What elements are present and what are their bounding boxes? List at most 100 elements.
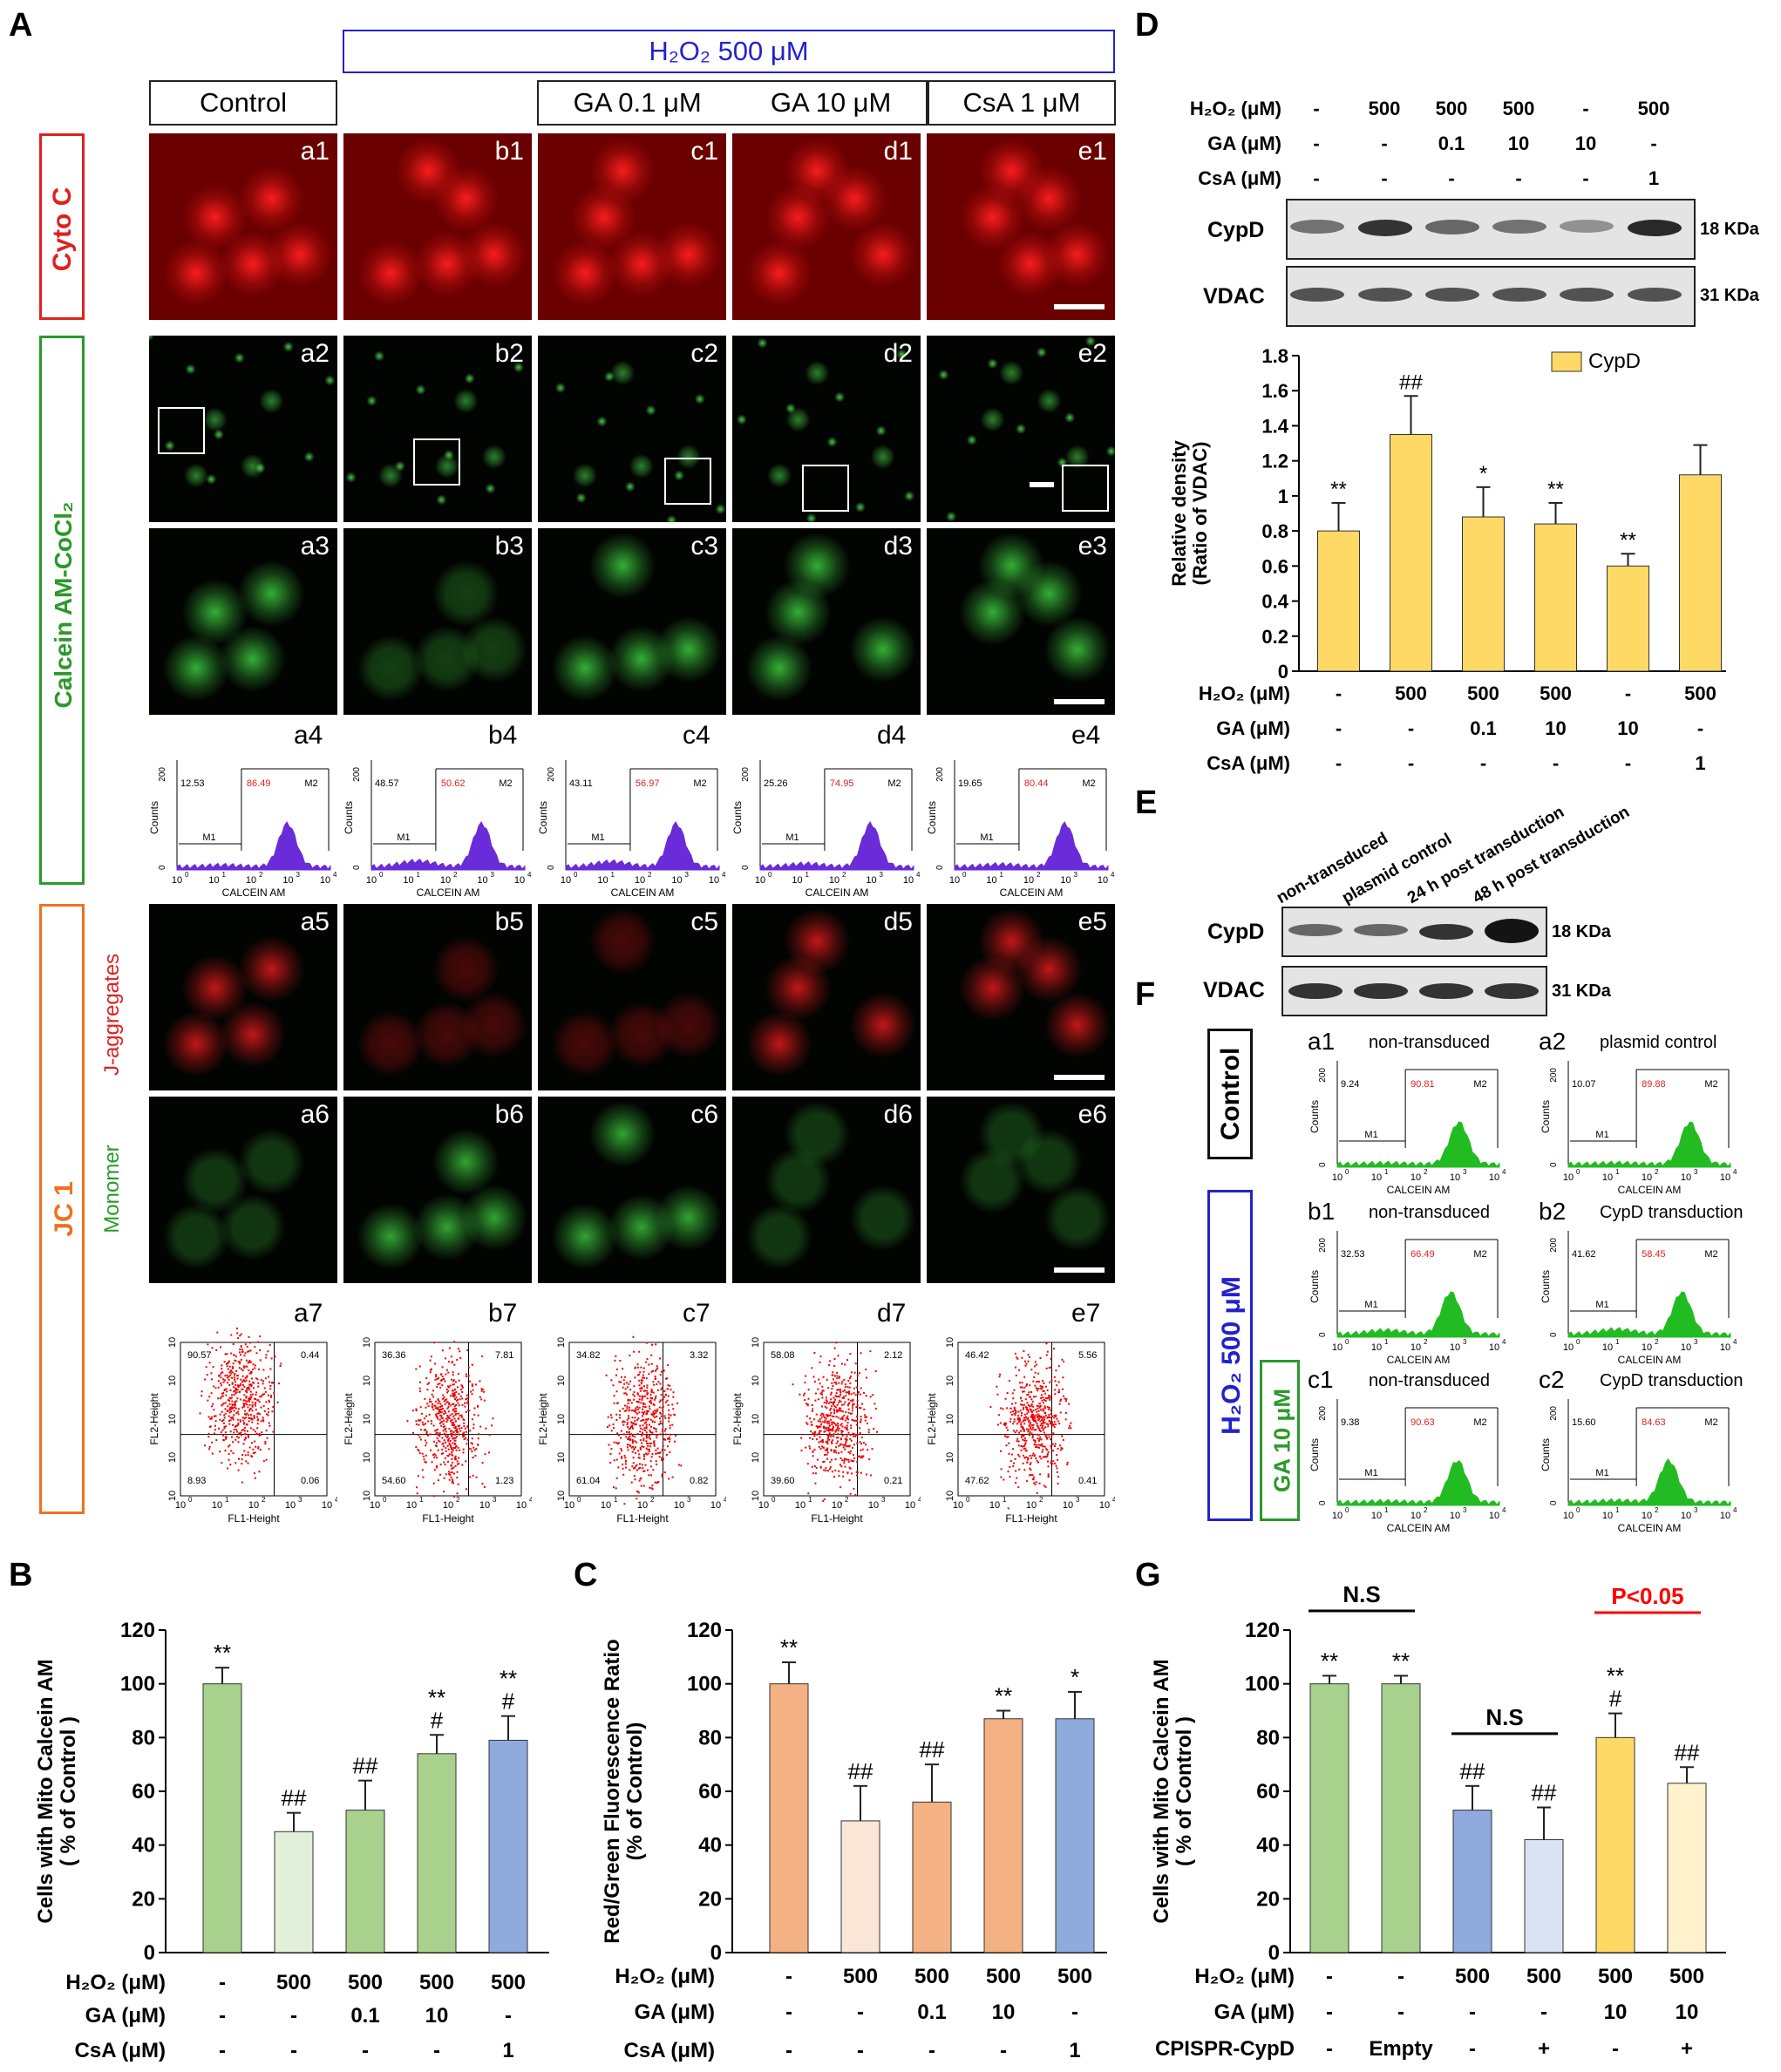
hist-xtick-exp: 4 <box>722 871 726 879</box>
hist-xlabel: CALCEIN AM <box>1618 1354 1682 1366</box>
micrograph-e3: e3 <box>927 528 1115 715</box>
micrograph-e5: e5 <box>927 904 1115 1090</box>
blot-condition-value: 500 <box>1502 98 1535 119</box>
hist-xlabel: CALCEIN AM <box>222 887 286 899</box>
f-tag-b1: b1 <box>1308 1198 1336 1225</box>
hist-xtick: 10 <box>709 875 719 886</box>
scatter-frame <box>568 1342 717 1497</box>
micrograph-tag-c2: c2 <box>690 339 718 368</box>
hist-xtick: 10 <box>1060 875 1071 886</box>
condition-value: - <box>785 1965 792 1988</box>
gate-m1-label: M1 <box>202 832 215 843</box>
hist-m1-value: 32.53 <box>1341 1249 1365 1260</box>
hist-ybot: 0 <box>935 865 945 870</box>
y-tick-label: 120 <box>687 1619 722 1642</box>
condition-value: - <box>1326 2037 1333 2061</box>
panel-label-g: G <box>1135 1557 1161 1593</box>
scatter-xtick: 10 <box>370 1500 380 1511</box>
header-ga-01: GA 0.1 μM <box>573 87 702 118</box>
condition-value: - <box>1625 683 1631 704</box>
gate-m2-label: M2 <box>1473 1417 1486 1428</box>
hist-ybot: 0 <box>1549 1332 1559 1337</box>
blot-condition-value: - <box>1313 98 1320 119</box>
scale-bar <box>1054 1267 1105 1273</box>
f-label-h2o2: H₂O₂ 500 μM <box>1217 1276 1246 1435</box>
y-tick-label: 80 <box>132 1726 155 1749</box>
condition-value: + <box>1681 2037 1693 2061</box>
condition-value: - <box>1336 752 1342 774</box>
scatter-ytick: 10 <box>556 1452 567 1463</box>
condition-value: 500 <box>914 1965 949 1988</box>
hist-xtick-exp: 4 <box>916 871 921 879</box>
condition-value: - <box>1071 2001 1078 2024</box>
scatter-xtick: 10 <box>175 1500 186 1511</box>
gate-m1-label: M1 <box>1595 1300 1608 1310</box>
micrograph-b5: b5 <box>343 904 532 1090</box>
hist-xtick: 10 <box>1023 875 1034 886</box>
hist-m2-value: 86.49 <box>247 778 271 789</box>
panel-label-b: B <box>9 1557 33 1593</box>
micrograph-c1: c1 <box>538 133 726 320</box>
hist-distribution <box>1336 1121 1500 1168</box>
quadrant-ul-value: 46.42 <box>965 1350 989 1361</box>
significance-mark: ** <box>1330 478 1347 501</box>
blot-d-vdac-label: VDAC <box>1203 284 1265 309</box>
micrograph-e2: e2 <box>927 336 1115 522</box>
gate-m2-label: M2 <box>887 778 901 789</box>
micrograph-tag-d3: d3 <box>883 532 913 560</box>
significance-mark: ## <box>1532 1780 1557 1806</box>
y-axis-label-line2: ( % of Control ) <box>57 1716 80 1866</box>
condition-value: - <box>1469 2037 1476 2061</box>
hist-ylabel: Counts <box>731 801 744 834</box>
y-tick-label: 0.6 <box>1261 555 1288 577</box>
scatter-xtick-exp: 4 <box>724 1496 726 1504</box>
hist-xtick: 10 <box>1720 1511 1730 1521</box>
hist-xtick: 10 <box>1411 1342 1421 1353</box>
condition-value: 10 <box>1676 2001 1699 2024</box>
micrograph-tag-d6: d6 <box>883 1100 913 1129</box>
quadrant-ul-value: 36.36 <box>382 1350 406 1361</box>
quadrant-ur-value: 0.44 <box>301 1350 319 1361</box>
selection-box <box>802 465 849 512</box>
micrograph-b3: b3 <box>343 528 532 715</box>
hist-xtick: 10 <box>1563 1172 1574 1183</box>
panel-label-c: C <box>574 1557 598 1593</box>
micrograph-d3: d3 <box>732 528 921 715</box>
f-tag-a2: a2 <box>1539 1028 1567 1055</box>
significance-mark: ** <box>214 1640 231 1666</box>
hist-xtick: 10 <box>1450 1172 1460 1183</box>
condition-value: - <box>1480 752 1486 774</box>
significance-mark: ** <box>1321 1647 1338 1674</box>
scatter-xtick-exp: 4 <box>529 1496 532 1504</box>
hist-xtick-exp: 2 <box>1655 1506 1659 1514</box>
condition-value: - <box>1612 2037 1619 2061</box>
micrograph-tag-b6: b6 <box>494 1100 524 1129</box>
scatter-xtick-exp: 3 <box>687 1496 691 1504</box>
quadrant-ll-value: 47.62 <box>965 1476 989 1486</box>
bar <box>1452 1810 1492 1953</box>
condition-value: + <box>1538 2037 1550 2061</box>
y-axis-label: Red/Green Fluorescence Ratio (% of Contro… <box>602 1639 647 1943</box>
y-tick-label: 0 <box>710 1941 722 1965</box>
scatter-frame <box>374 1342 522 1497</box>
quadrant-ul-value: 34.82 <box>576 1350 601 1361</box>
hist-tag-e4: e4 <box>1071 721 1101 750</box>
y-tick-label: 20 <box>132 1887 155 1911</box>
band-vdac <box>1485 983 1539 999</box>
hist-ybot: 0 <box>352 865 362 870</box>
hist-xtick-exp: 3 <box>1463 1168 1467 1176</box>
condition-value: 500 <box>348 1971 383 1994</box>
condition-value: - <box>290 2004 297 2028</box>
side-label-calcein: Calcein AM-CoCl₂ <box>50 501 77 709</box>
header-ga-10: GA 10 μM <box>770 87 892 118</box>
hist-xtick: 10 <box>755 875 765 886</box>
condition-value: - <box>1000 2039 1007 2062</box>
chart-g: 0 20 40 60 80 100 120 Cells with Mito Calcein A… <box>1151 1581 1726 2061</box>
hist-xlabel: CALCEIN AM <box>417 887 480 899</box>
hist-ytop: 200 <box>158 767 167 782</box>
hist-tag-b4: b4 <box>488 721 518 750</box>
hist-xtick: 10 <box>1681 1172 1691 1183</box>
micrograph-c2: c2 <box>538 336 726 522</box>
